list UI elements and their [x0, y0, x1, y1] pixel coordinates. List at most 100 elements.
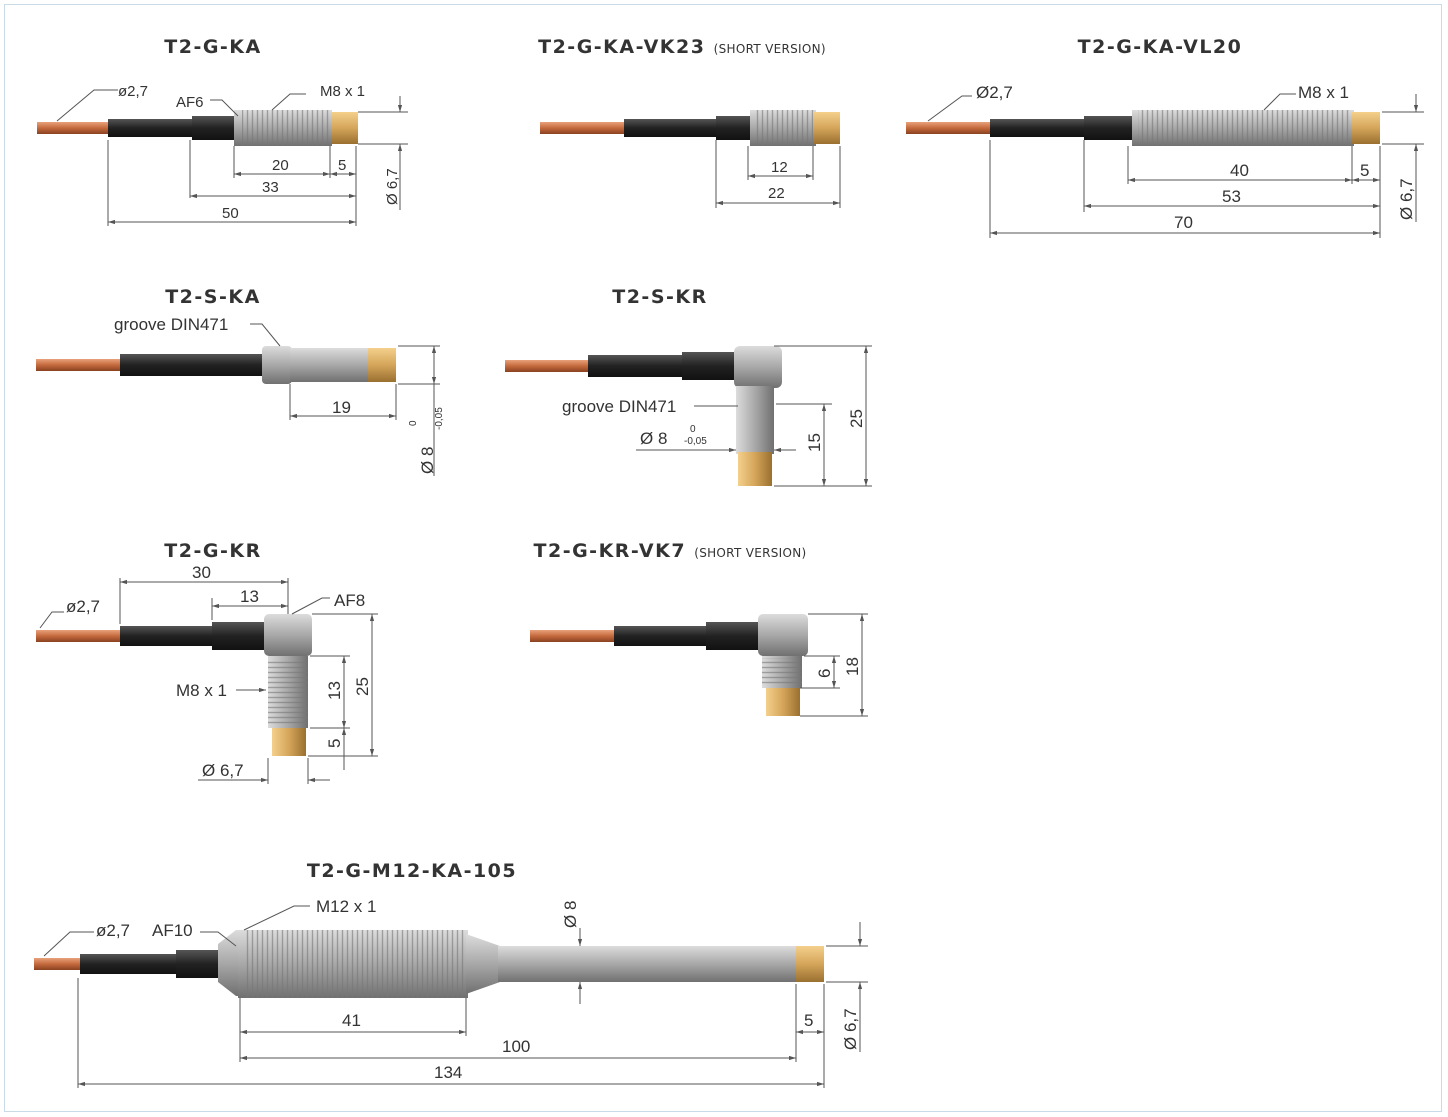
- dimension-lines: [636, 345, 872, 487]
- sleeve-hex: [716, 116, 750, 140]
- tolerance-upper: 0: [408, 420, 419, 426]
- thread-lines: [268, 660, 308, 726]
- title-t2-g-ka: T2-G-KA: [164, 36, 262, 58]
- dim-thread-length: 6: [815, 669, 834, 678]
- cable: [540, 122, 628, 134]
- dim-shaft-diameter: Ø 8: [418, 447, 437, 474]
- label-cable-dia: ø2,7: [118, 83, 148, 100]
- dim-shaft-diameter: Ø 8: [561, 901, 580, 928]
- dimension-lines: [56, 89, 408, 226]
- dim-total-length: 70: [1174, 213, 1193, 232]
- collar: [262, 346, 292, 384]
- dim-total-length: 50: [222, 205, 239, 222]
- sensor-t2-g-ka: ø2,7 AF6 M8 x 1 20 5 33 50 Ø 6,7: [37, 83, 408, 226]
- sleeve-hex: [176, 950, 222, 978]
- sensor-t2-g-kr: ø2,7 30 13 AF8 M8 x 1 13 25 5 Ø 6,7: [36, 563, 378, 784]
- dim-tip-diameter: Ø 6,7: [202, 761, 244, 780]
- label-thread: M8 x 1: [320, 83, 365, 100]
- vertical-shaft: [736, 386, 774, 454]
- sensor-t2-g-m12-ka-105: ø2,7 AF10 M12 x 1 Ø 8 41 5 100 134 Ø 6,7: [34, 897, 868, 1088]
- sleeve: [588, 355, 686, 377]
- title-t2-g-ka-vk23: T2-G-KA-VK23 (SHORT VERSION): [538, 36, 826, 58]
- cable: [530, 630, 618, 642]
- sleeve: [108, 119, 194, 137]
- taper: [466, 934, 500, 994]
- title-t2-g-m12-ka-105: T2-G-M12-KA-105: [306, 860, 518, 882]
- brass-tip: [796, 946, 824, 982]
- label-groove: groove DIN471: [114, 315, 228, 334]
- dimension-lines: [39, 578, 378, 784]
- dim-tip-length: 5: [1360, 161, 1369, 180]
- dim-tip-diameter: Ø 6,7: [841, 1008, 860, 1050]
- elbow-hex: [264, 614, 312, 656]
- hex-nut: [218, 930, 240, 996]
- label-hex: AF10: [152, 921, 193, 940]
- brass-tip: [738, 452, 772, 486]
- dim-thread-length: 20: [272, 157, 289, 174]
- title-t2-g-ka-vl20: T2-G-KA-VL20: [1077, 36, 1243, 58]
- dim-total-height: 25: [353, 677, 372, 696]
- label-groove: groove DIN471: [562, 397, 676, 416]
- thread-lines: [244, 930, 466, 998]
- sensor-t2-g-kr-vk7: 6 18: [530, 613, 868, 717]
- dim-thread-length: 12: [771, 159, 788, 176]
- dim-shaft-length: 100: [502, 1037, 530, 1056]
- cable: [37, 122, 110, 134]
- label-cable-dia: Ø2,7: [976, 83, 1013, 102]
- elbow-hex: [758, 614, 808, 656]
- label-thread: M8 x 1: [176, 681, 227, 700]
- dim-mid-length: 33: [262, 179, 279, 196]
- elbow-head: [734, 346, 782, 388]
- sensor-t2-g-ka-vl20: Ø2,7 M8 x 1 40 5 53 70 Ø 6,7: [906, 83, 1424, 238]
- dim-shaft-length: 19: [332, 398, 351, 417]
- label-hex: AF6: [176, 94, 204, 111]
- cable: [906, 122, 994, 134]
- label-thread: M12 x 1: [316, 897, 376, 916]
- thread-lines: [242, 110, 330, 146]
- sensor-t2-g-ka-vk23: 12 22: [540, 110, 841, 208]
- sleeve: [120, 354, 270, 376]
- sleeve-end: [212, 622, 268, 650]
- dim-tip-length: 5: [338, 157, 346, 174]
- sleeve: [614, 626, 710, 646]
- brass-tip: [1352, 112, 1380, 144]
- sleeve-hex: [1084, 116, 1134, 140]
- cable: [505, 360, 593, 372]
- brass-tip: [766, 688, 800, 716]
- sleeve-end: [706, 622, 762, 650]
- dim-overall-length: 30: [192, 563, 211, 582]
- thread-lines: [762, 658, 802, 686]
- brass-tip: [368, 348, 396, 382]
- label-thread: M8 x 1: [1298, 83, 1349, 102]
- cable: [36, 630, 124, 642]
- sleeve: [120, 626, 216, 646]
- dim-tip-diameter: Ø 6,7: [1397, 178, 1416, 220]
- tolerance-lower: -0,05: [684, 436, 707, 447]
- dim-tip-length: 5: [804, 1011, 813, 1030]
- sleeve-end: [682, 352, 738, 380]
- tolerance-upper: 0: [690, 424, 696, 435]
- dim-mid-length: 53: [1222, 187, 1241, 206]
- dimension-lines: [43, 905, 868, 1088]
- brass-tip: [331, 112, 358, 144]
- dim-total-height: 18: [843, 657, 862, 676]
- cable: [36, 359, 124, 371]
- dim-total-height: 25: [847, 409, 866, 428]
- dim-tip-diameter: Ø 6,7: [384, 168, 401, 205]
- dim-shaft-diameter: Ø 8: [640, 429, 667, 448]
- label-cable-dia: ø2,7: [96, 921, 130, 940]
- shaft: [498, 946, 798, 982]
- dimension-lines: [800, 613, 868, 717]
- dimension-lines: [250, 323, 440, 476]
- thread-lines: [756, 110, 814, 146]
- sensor-t2-s-ka: groove DIN471 19 Ø 8 0 -0,05: [36, 315, 445, 476]
- shaft: [290, 348, 370, 382]
- tolerance-lower: -0,05: [434, 407, 445, 430]
- dim-lower-height: 15: [805, 433, 824, 452]
- title-t2-s-kr: T2-S-KR: [612, 286, 708, 308]
- dim-total-length: 22: [768, 185, 785, 202]
- brass-tip: [813, 112, 840, 144]
- dim-thread-length: 40: [1230, 161, 1249, 180]
- sleeve: [990, 119, 1086, 137]
